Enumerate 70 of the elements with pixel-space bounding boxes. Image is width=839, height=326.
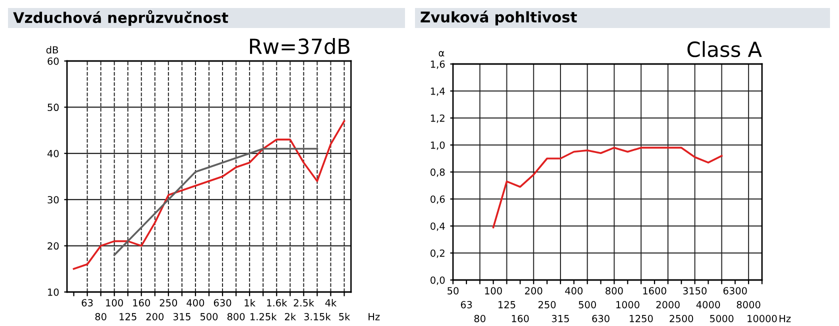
x-tick-label: 1000 — [616, 301, 640, 308]
x-tick-label: 400 — [565, 287, 583, 294]
y-axis-title: α — [438, 50, 444, 57]
x-tick-label: 50 — [448, 287, 459, 294]
x-tick-label: 200 — [146, 313, 164, 320]
x-tick-label: 200 — [525, 287, 542, 294]
x-tick-label: 100 — [485, 287, 502, 294]
x-tick-label: 315 — [552, 314, 569, 322]
y-tick-label: 30 — [48, 196, 59, 204]
y-tick-label: 0,8 — [430, 168, 445, 177]
text: Rw=37dB — [250, 38, 350, 54]
x-axis-title: Hz — [368, 313, 380, 320]
x-tick-label: 63 — [460, 301, 472, 308]
y-tick-label: 0,4 — [430, 222, 445, 231]
y-tick-label: 1,2 — [430, 114, 444, 123]
x-tick-label: 5k — [339, 312, 350, 320]
x-tick-label: 2k — [284, 312, 296, 320]
x-tick-label: 2000 — [656, 301, 680, 308]
x-tick-label: 4000 — [696, 301, 720, 308]
x-tick-label: 2.5k — [294, 298, 314, 306]
y-tick-label: 0,6 — [430, 195, 445, 204]
x-tick-label: 800 — [606, 287, 623, 294]
x-tick-label: 1.25k — [250, 312, 277, 320]
x-tick-label: 3150 — [683, 287, 707, 294]
x-tick-label: 400 — [186, 299, 204, 306]
x-tick-label: 250 — [538, 301, 556, 308]
y-tick-label: 10 — [48, 288, 59, 296]
y-tick-label: 1,6 — [430, 60, 445, 69]
x-tick-label: 100 — [106, 299, 123, 306]
x-tick-label: 2500 — [670, 314, 694, 322]
x-axis-title: Hz — [780, 315, 791, 322]
x-tick-label: 500 — [200, 313, 218, 320]
y-tick-label: 40 — [47, 150, 59, 158]
y-tick-label: 20 — [48, 242, 59, 250]
line-series — [72, 120, 346, 270]
y-tick-label: 60 — [48, 57, 59, 65]
line-series — [492, 146, 723, 228]
x-tick-label: 125 — [120, 313, 136, 320]
y-tick-label: 0,2 — [430, 249, 444, 258]
x-tick-label: 630 — [592, 314, 610, 322]
x-tick-label: 160 — [133, 299, 150, 306]
x-tick-label: 800 — [227, 313, 245, 320]
x-tick-label: 4k — [325, 298, 337, 306]
y-tick-label: 0,0 — [430, 276, 445, 285]
y-tick-label: 1,0 — [430, 141, 445, 150]
y-tick-label: 50 — [48, 104, 59, 112]
x-tick-label: 80 — [474, 314, 486, 322]
x-tick-label: 8000 — [736, 301, 760, 308]
x-tick-label: 315 — [173, 313, 190, 320]
x-tick-label: 1k — [244, 298, 256, 306]
x-tick-label: 1.6k — [267, 298, 288, 306]
chart-title: Vzduchová neprůzvučnost — [13, 10, 228, 26]
x-tick-label: 3.15k — [304, 312, 331, 320]
x-tick-label: 80 — [95, 313, 106, 320]
x-tick-label: 160 — [512, 314, 529, 322]
x-tick-label: 5000 — [710, 314, 734, 322]
x-tick-label: 500 — [578, 301, 596, 308]
x-tick-label: 125 — [498, 301, 516, 308]
x-tick-label: 630 — [214, 299, 232, 306]
y-tick-label: 1,4 — [430, 88, 445, 96]
line-series — [113, 148, 318, 256]
x-tick-label: 250 — [160, 299, 178, 306]
y-axis-title: dB — [46, 46, 58, 54]
x-tick-label: 63 — [82, 299, 93, 306]
x-tick-label: 10000 — [748, 314, 777, 322]
x-tick-label: 6300 — [723, 287, 747, 294]
x-tick-label: 1250 — [630, 314, 653, 322]
x-tick-label: 1600 — [643, 287, 666, 294]
text: Class A — [687, 41, 762, 58]
chart-title: Zvuková pohltivost — [420, 10, 577, 26]
